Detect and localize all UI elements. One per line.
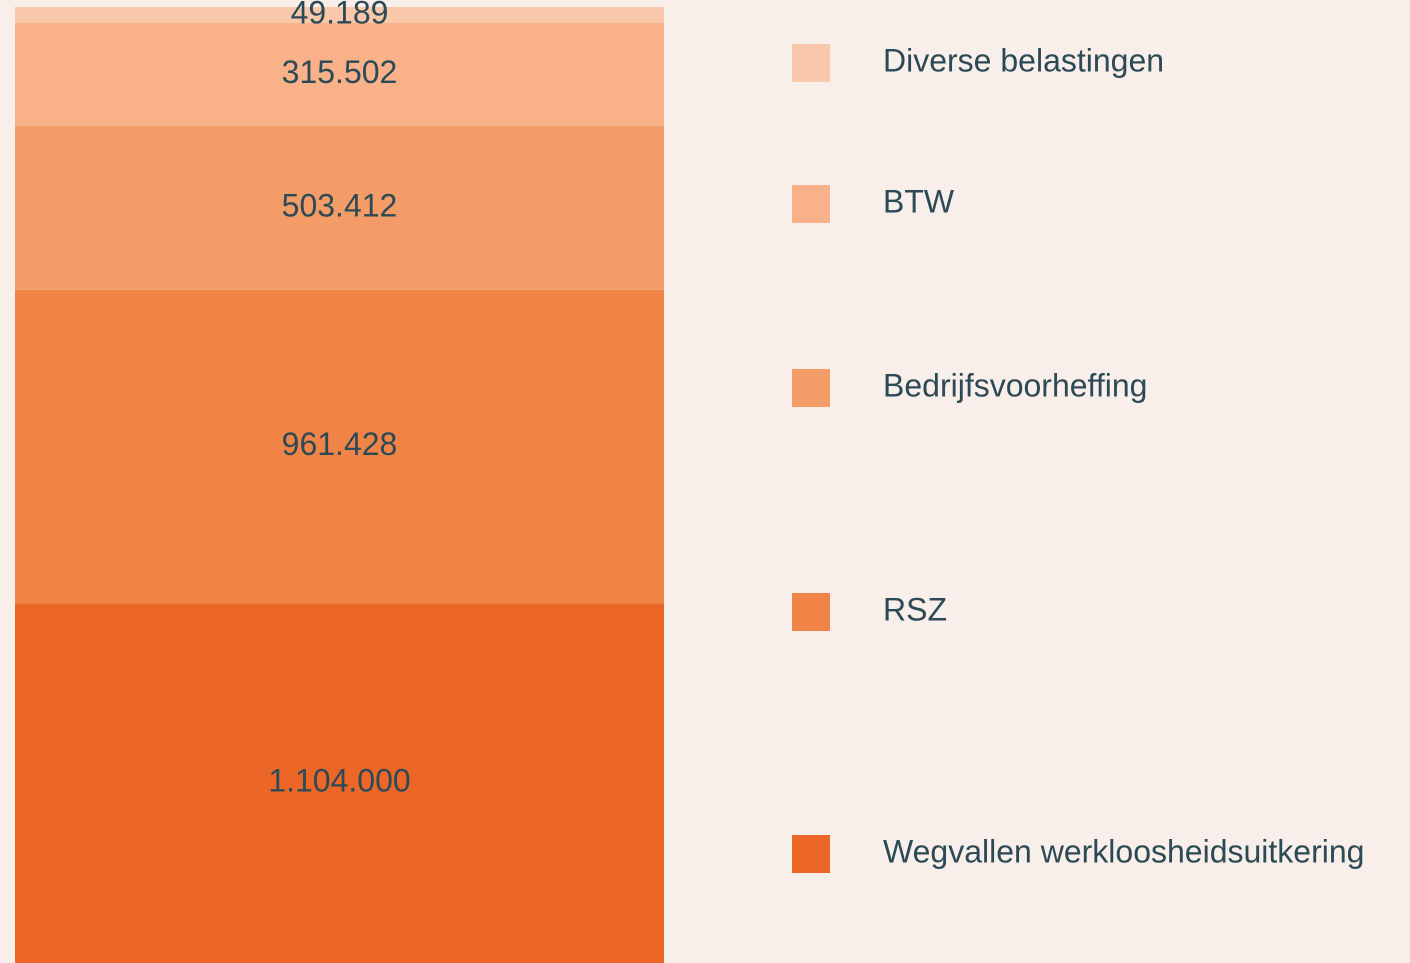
bar-segment (15, 125, 664, 290)
bar-segment (15, 23, 664, 126)
legend-swatch (792, 593, 830, 631)
legend-swatch (792, 369, 830, 407)
legend-label: Diverse belastingen (883, 42, 1164, 78)
legend-label: RSZ (883, 591, 947, 627)
legend-label: Bedrijfsvoorheffing (883, 367, 1147, 403)
bar-segment (15, 7, 664, 24)
legend-swatch (792, 835, 830, 873)
legend-label: Wegvallen werkloosheidsuitkering (883, 833, 1364, 869)
value-label: 961.428 (282, 426, 398, 462)
value-label: 49.189 (291, 0, 389, 30)
value-label: 503.412 (282, 187, 398, 223)
value-label: 1.104.000 (268, 763, 410, 799)
legend-label: BTW (883, 183, 955, 219)
bar-segment (15, 603, 664, 963)
legend-swatch (792, 185, 830, 223)
bar-segment (15, 289, 664, 604)
value-label: 315.502 (282, 54, 398, 90)
legend-swatch (792, 44, 830, 82)
